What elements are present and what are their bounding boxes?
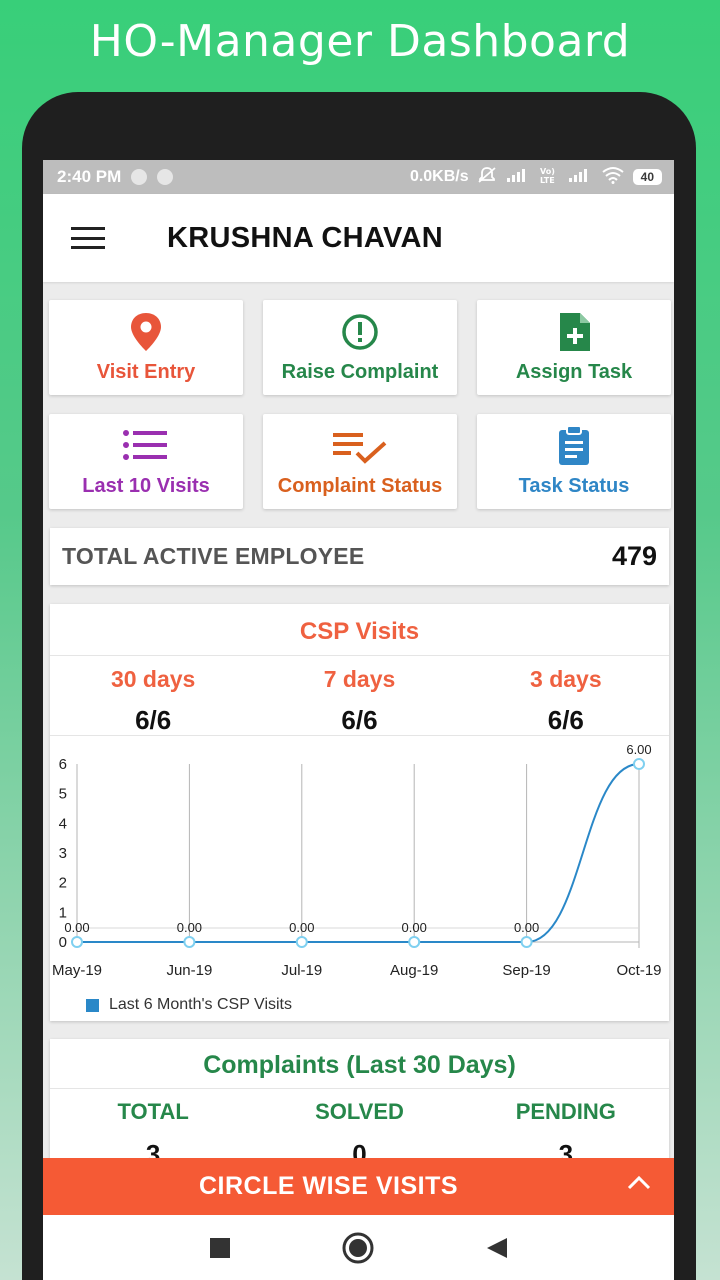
signal-icon [505,167,531,188]
network-speed: 0.0KB/s [409,168,469,185]
back-triangle-icon[interactable] [485,1236,509,1260]
recents-square-icon[interactable] [209,1237,231,1259]
data-label: 0.00 [289,920,314,935]
data-point [633,758,645,770]
data-point [71,936,83,948]
complaint-status-tile[interactable]: Complaint Status [263,414,457,509]
location-pin-icon [131,313,161,351]
list-icon [123,430,167,460]
wifi-icon [601,166,625,189]
notification-dot-icon [131,169,148,185]
page-title: HO-Manager Dashboard [89,16,631,67]
alert-circle-icon [342,314,378,350]
x-tick-label: Oct-19 [616,962,661,979]
raise-complaint-tile[interactable]: Raise Complaint [263,300,457,395]
menu-icon[interactable] [71,227,105,249]
status-time: 2:40 PM [57,167,122,186]
stat-value: 6/6 [135,705,172,735]
circle-wise-visits-button[interactable]: CIRCLE WISE VISITS [43,1158,674,1215]
y-tick-label: 2 [59,875,67,892]
complaints-card: Complaints (Last 30 Days) TOTAL 3 SOLVED… [50,1039,669,1179]
x-tick-label: Sep-19 [502,962,550,979]
action-tiles: Visit Entry Raise Complaint Assign Task … [49,300,671,509]
mute-icon [477,166,497,189]
total-active-value: 479 [611,541,657,571]
y-tick-label: 0 [59,934,67,951]
csp-line-chart: 0 1 2 3 4 5 6 May-19 Jun-19 Jul-19 Aug-19 Sep-19 Oct… [52,744,662,979]
csp-stat-3-days: 3 days 6/6 [463,656,669,735]
data-label: 6.00 [626,744,651,757]
stat-label: PENDING [515,1099,616,1124]
data-point [183,936,196,948]
last-10-visits-tile[interactable]: Last 10 Visits [49,414,243,509]
bottom-bar-label: CIRCLE WISE VISITS [198,1172,459,1200]
tile-label: Assign Task [515,361,633,383]
csp-title: CSP Visits [50,604,669,656]
x-tick-label: Jun-19 [166,962,212,979]
volte-icon: Vo) LTE [539,166,559,189]
phone-screen: 2:40 PM 0.0KB/s Vo) LTE 40 KRU [43,160,674,1280]
visit-entry-tile[interactable]: Visit Entry [49,300,243,395]
legend-swatch [86,998,99,1012]
stat-label: TOTAL [117,1099,189,1124]
y-tick-label: 5 [59,786,67,803]
clipboard-icon [559,425,589,465]
checklist-icon [333,433,387,464]
y-tick-label: 6 [59,756,67,773]
data-point [408,936,421,948]
series-line [76,763,640,943]
battery-icon: 40 [632,169,662,185]
chevron-up-icon[interactable] [626,1174,652,1192]
tile-label: Last 10 Visits [82,475,210,497]
csp-stats: 30 days 6/6 7 days 6/6 3 days 6/6 [50,656,669,736]
stat-label: SOLVED [315,1099,404,1124]
user-name-title: KRUSHNA CHAVAN [167,221,443,254]
assign-task-tile[interactable]: Assign Task [477,300,671,395]
task-status-tile[interactable]: Task Status [477,414,671,509]
stat-value: 6/6 [341,705,378,735]
stat-value: 6/6 [547,705,584,735]
total-active-employee-card: TOTAL ACTIVE EMPLOYEE 479 [50,528,669,585]
csp-visits-card: CSP Visits 30 days 6/6 7 days 6/6 3 days… [50,604,669,1021]
data-point [520,936,533,948]
chart-legend: Last 6 Month's CSP Visits [86,996,292,1014]
android-nav-bar [43,1215,674,1280]
stat-label: 3 days [530,666,602,692]
tile-label: Raise Complaint [281,361,439,383]
svg-text:Vo): Vo) [540,167,555,176]
svg-text:LTE: LTE [540,176,555,184]
app-bar: KRUSHNA CHAVAN [43,194,674,282]
status-bar: 2:40 PM 0.0KB/s Vo) LTE 40 [43,160,674,194]
csp-stat-7-days: 7 days 6/6 [256,656,462,735]
csp-stat-30-days: 30 days 6/6 [50,656,256,735]
data-label: 0.00 [177,920,202,935]
stat-label: 30 days [110,666,196,692]
y-tick-label: 3 [59,845,67,862]
tile-label: Visit Entry [96,361,196,383]
x-tick-label: May-19 [52,962,102,979]
data-label: 0.00 [402,920,427,935]
file-plus-icon [560,313,590,351]
y-tick-label: 1 [59,904,67,921]
complaints-title: Complaints (Last 30 Days) [50,1039,669,1089]
tile-label: Complaint Status [277,475,443,497]
legend-label: Last 6 Month's CSP Visits [109,996,292,1013]
data-label: 0.00 [514,920,539,935]
data-point [295,936,308,948]
total-active-label: TOTAL ACTIVE EMPLOYEE [62,543,365,569]
home-circle-icon[interactable] [341,1231,375,1265]
signal-icon [567,167,593,188]
tile-label: Task Status [518,475,630,497]
notification-dot-icon [157,169,174,185]
x-tick-label: Aug-19 [390,962,438,979]
x-tick-label: Jul-19 [281,962,322,979]
data-label: 0.00 [64,920,89,935]
y-tick-label: 4 [59,815,67,832]
stat-label: 7 days [323,666,396,692]
